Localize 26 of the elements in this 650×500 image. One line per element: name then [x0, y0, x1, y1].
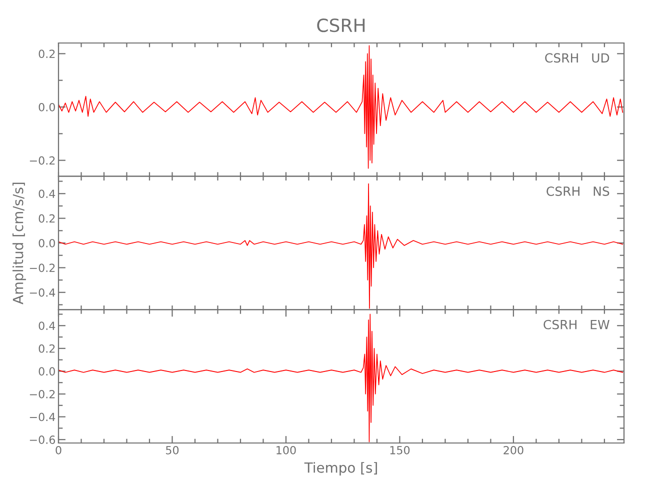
x-tick-label: 0: [56, 446, 62, 454]
x-tick-label: 200: [504, 446, 524, 454]
annotation: CSRH UD: [545, 53, 610, 63]
y-tick-label: 0.4: [38, 190, 56, 198]
y-axis-title: Amplitud [cm/s/s]: [12, 182, 26, 304]
annotation: CSRH EW: [544, 320, 610, 330]
y-tick-label: 0.0: [38, 367, 55, 376]
y-tick-label: 0.2: [38, 214, 55, 223]
y-tick-label: −0.6: [30, 436, 56, 444]
y-tick-label: −0.2: [30, 264, 55, 272]
y-tick-label: −0.2: [30, 390, 55, 398]
chart-title: CSRH: [317, 18, 365, 32]
x-tick-label: 100: [276, 446, 296, 454]
x-tick-label: 50: [166, 446, 179, 454]
y-tick-label: 0.2: [38, 344, 55, 353]
y-tick-label: −0.4: [30, 412, 56, 422]
y-tick-label: −0.4: [30, 288, 56, 297]
y-tick-label: −0.2: [30, 156, 55, 165]
line-series: [58, 45, 624, 169]
x-tick-label: 150: [390, 446, 410, 454]
y-tick-label: 0.0: [38, 238, 55, 248]
y-tick-label: 0.2: [38, 50, 55, 58]
y-tick-label: 0.0: [38, 102, 55, 112]
x-axis-title: Tiempo [s]: [304, 462, 377, 476]
annotation: CSRH NS: [546, 186, 610, 196]
y-tick-label: 0.4: [38, 322, 56, 330]
